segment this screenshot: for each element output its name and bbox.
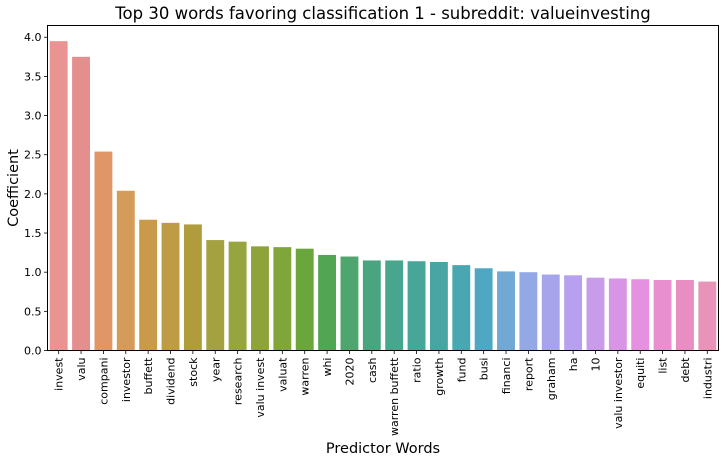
y-axis: 0.0 0.5 1.0 1.5 2.0 2.5 3.0 3.5 4.0 — [24, 31, 48, 358]
bar-valuat — [273, 247, 292, 351]
x-tick-label: financi — [500, 358, 513, 395]
y-tick-label: 4.0 — [24, 31, 42, 44]
bar-valu-invest — [251, 246, 269, 351]
bar-financi — [497, 271, 515, 351]
y-tick-label: 1.5 — [24, 227, 42, 240]
bar-graham — [541, 274, 560, 351]
bar-research — [228, 241, 247, 351]
bar-warren-buffett — [385, 260, 404, 351]
bar-valu — [72, 56, 90, 351]
bar-fund — [452, 265, 471, 351]
x-tick-label: report — [522, 357, 535, 391]
x-tick-label: cash — [366, 357, 379, 383]
bar-year — [206, 240, 225, 351]
x-tick-label: industri — [701, 358, 714, 400]
bar-compani — [94, 151, 113, 351]
bars-layer — [49, 41, 717, 351]
x-tick-label: fund — [455, 358, 468, 383]
x-tick-label: ratio — [411, 357, 424, 383]
x-tick-label: whi — [321, 358, 334, 377]
x-tick-label: research — [232, 357, 245, 405]
y-tick-label: 0.0 — [24, 345, 42, 358]
x-tick-label: 2020 — [343, 358, 356, 386]
x-tick-label: busi — [478, 358, 491, 381]
x-tick-label: graham — [545, 358, 558, 401]
y-tick-label: 3.0 — [24, 110, 42, 123]
bar-investor — [116, 190, 135, 351]
bar-growth — [429, 262, 448, 351]
bar-stock — [183, 224, 202, 351]
bar-cash — [362, 260, 381, 351]
bar-ha — [564, 275, 583, 351]
bar-warren — [295, 248, 314, 351]
bar-valu-investor — [608, 278, 627, 351]
x-tick-label: ha — [567, 358, 580, 372]
bar-dividend — [161, 222, 180, 351]
bar-equiti — [631, 279, 650, 351]
x-tick-label: growth — [433, 357, 446, 395]
y-tick-label: 0.5 — [24, 305, 42, 318]
x-tick-label: investor — [120, 357, 133, 402]
bar-invest — [49, 41, 68, 351]
x-tick-label: valu investor — [612, 357, 625, 429]
x-tick-label: stock — [187, 357, 200, 387]
x-tick-label: invest — [53, 357, 66, 391]
x-tick-label: equiti — [634, 358, 647, 389]
bar-buffett — [139, 219, 158, 351]
x-tick-label: valuat — [276, 357, 289, 392]
bar-report — [519, 272, 538, 351]
x-tick-label: warren — [299, 357, 312, 395]
y-axis-title: Coefficient — [6, 149, 22, 227]
x-tick-label: year — [209, 357, 222, 382]
bar-busi — [474, 268, 493, 351]
x-tick-label: list — [657, 357, 670, 374]
x-axis-title: Predictor Words — [326, 441, 440, 457]
bar-ratio — [407, 261, 426, 351]
x-tick-label: 10 — [589, 358, 602, 372]
bar-10 — [586, 277, 605, 351]
x-tick-label: dividend — [165, 358, 178, 405]
bar-industri — [698, 281, 717, 351]
x-tick-label: debt — [679, 357, 692, 383]
y-tick-label: 3.5 — [24, 70, 42, 83]
x-tick-label: buffett — [142, 357, 155, 395]
x-tick-label: valu — [75, 358, 88, 381]
x-tick-label: valu invest — [254, 357, 267, 418]
bar-whi — [318, 254, 337, 351]
y-tick-label: 2.0 — [24, 188, 42, 201]
bar-debt — [676, 280, 694, 351]
x-axis: invest valu compani investor buffett dividend… — [53, 350, 714, 436]
y-tick-label: 1.0 — [24, 266, 42, 279]
x-tick-label: compani — [97, 358, 110, 405]
bar-2020 — [340, 256, 359, 351]
bar-list — [653, 280, 672, 351]
x-tick-label: warren buffett — [388, 357, 401, 436]
y-tick-label: 2.5 — [24, 149, 42, 162]
chart-title: Top 30 words favoring classification 1 -… — [114, 4, 650, 23]
plot-frame — [47, 25, 719, 351]
